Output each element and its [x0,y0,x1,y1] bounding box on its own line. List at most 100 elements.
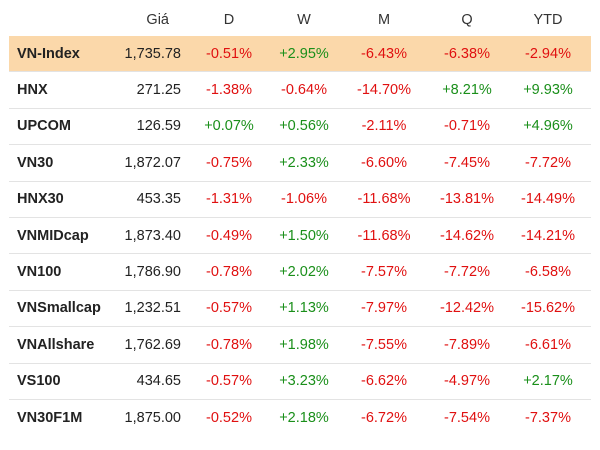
cell-ytd-change: -6.61% [505,326,591,364]
table-row[interactable]: VNAllshare 1,762.69 -0.78% +1.98% -7.55% -7.8… [9,326,591,364]
cell-day-change: -1.31% [189,181,269,218]
cell-day-change: -0.57% [189,363,269,400]
cell-quarter-change: -4.97% [429,363,505,400]
cell-week-change: -1.06% [269,181,339,218]
cell-price: 453.35 [112,181,189,218]
cell-price: 271.25 [112,71,189,109]
cell-ytd-change: -2.94% [505,36,591,73]
cell-price: 126.59 [112,108,189,146]
cell-price: 1,873.40 [112,217,189,255]
cell-index-name[interactable]: HNX [9,71,112,109]
cell-quarter-change: +8.21% [429,71,505,109]
col-header-week[interactable]: W [297,12,311,28]
cell-price: 1,786.90 [112,253,189,291]
table-body: VN-Index 1,735.78 -0.51% +2.95% -6.43% -6.38%… [9,36,591,435]
cell-week-change: +3.23% [269,363,339,400]
cell-day-change: -0.52% [206,409,252,426]
cell-month-change: -6.62% [339,363,429,400]
table-header: Giá D W M Q YTD [9,4,591,36]
cell-index-name[interactable]: VN-Index [9,36,112,73]
table-row[interactable]: VN30 1,872.07 -0.75% +2.33% -6.60% -7.45% -7.7… [9,144,591,182]
cell-day-change: -0.49% [189,217,269,255]
table-row[interactable]: VS100 434.65 -0.57% +3.23% -6.62% -4.97% +2.17… [9,363,591,400]
cell-quarter-change: -0.71% [429,108,505,146]
cell-quarter-change: -7.89% [429,326,505,364]
cell-week-change: +1.13% [269,290,339,328]
cell-ytd-change: +9.93% [505,71,591,109]
cell-ytd-change: -7.72% [505,144,591,182]
cell-month-change: -7.55% [339,326,429,364]
cell-ytd-change: -15.62% [505,290,591,328]
col-header-month[interactable]: M [377,12,391,28]
cell-quarter-change: -7.54% [444,409,490,426]
cell-week-change: +2.95% [269,36,339,73]
cell-day-change: -0.75% [189,144,269,182]
cell-quarter-change: -7.72% [429,253,505,291]
cell-day-change: +0.07% [189,108,269,146]
cell-index-name[interactable]: VNAllshare [9,326,112,364]
cell-month-change: -2.11% [339,108,429,146]
cell-month-change: -6.43% [339,36,429,73]
cell-index-name[interactable]: VN30 [9,144,112,182]
cell-week-change: +2.02% [269,253,339,291]
table-row[interactable]: VN100 1,786.90 -0.78% +2.02% -7.57% -7.72% -6.… [9,253,591,291]
cell-ytd-change: -7.37% [525,409,571,426]
cell-quarter-change: -6.38% [429,36,505,73]
index-performance-table: Giá D W M Q YTD VN-Index 1,735.78 -0.51% +2… [9,4,591,435]
cell-day-change: -0.57% [189,290,269,328]
table-row[interactable]: HNX30 453.35 -1.31% -1.06% -11.68% -13.81% -14… [9,181,591,218]
table-row[interactable]: VN30F1M 1,875.00 -0.52% +2.18% -6.72% -7.54% -… [9,399,591,435]
cell-week-change: +2.18% [279,409,329,426]
table-row[interactable]: VNMIDcap 1,873.40 -0.49% +1.50% -11.68% -14.6… [9,217,591,255]
cell-month-change: -6.60% [339,144,429,182]
cell-price: 1,232.51 [112,290,189,328]
cell-price: 1,872.07 [112,144,189,182]
cell-quarter-change: -13.81% [429,181,505,218]
cell-quarter-change: -12.42% [429,290,505,328]
cell-day-change: -0.51% [189,36,269,73]
cell-month-change: -14.70% [339,71,429,109]
cell-month-change: -7.97% [339,290,429,328]
col-header-name [9,4,112,36]
header-row: Giá D W M Q YTD [9,4,591,36]
cell-quarter-change: -14.62% [429,217,505,255]
cell-day-change: -0.78% [189,326,269,364]
col-header-day[interactable]: D [223,12,235,28]
cell-week-change: -0.64% [269,71,339,109]
cell-index-name[interactable]: UPCOM [9,108,112,146]
cell-price: 1,735.78 [112,36,189,73]
table-row[interactable]: VN-Index 1,735.78 -0.51% +2.95% -6.43% -6.38%… [9,36,591,73]
cell-price: 434.65 [112,363,189,400]
cell-week-change: +1.50% [269,217,339,255]
cell-index-name[interactable]: VNMIDcap [9,217,112,255]
table-row[interactable]: UPCOM 126.59 +0.07% +0.56% -2.11% -0.71% +4.96… [9,108,591,146]
table-row[interactable]: HNX 271.25 -1.38% -0.64% -14.70% +8.21% +9.93% [9,71,591,109]
cell-week-change: +2.33% [269,144,339,182]
cell-quarter-change: -7.45% [429,144,505,182]
cell-day-change: -0.78% [189,253,269,291]
table-row[interactable]: VNSmallcap 1,232.51 -0.57% +1.13% -7.97% -12.… [9,290,591,328]
cell-ytd-change: -6.58% [505,253,591,291]
col-header-quarter[interactable]: Q [461,12,473,28]
cell-ytd-change: -14.21% [505,217,591,255]
cell-ytd-change: -14.49% [505,181,591,218]
cell-index-name[interactable]: VN100 [9,253,112,291]
cell-month-change: -11.68% [339,217,429,255]
cell-month-change: -7.57% [339,253,429,291]
cell-ytd-change: +2.17% [505,363,591,400]
cell-index-name[interactable]: VNSmallcap [9,290,112,328]
cell-month-change: -6.72% [361,409,407,426]
col-header-price[interactable]: Giá [146,12,169,28]
cell-week-change: +0.56% [269,108,339,146]
col-header-ytd[interactable]: YTD [533,12,563,28]
cell-price: 1,875.00 [124,409,181,426]
cell-index-name[interactable]: VS100 [9,363,112,400]
cell-month-change: -11.68% [339,181,429,218]
cell-day-change: -1.38% [189,71,269,109]
cell-ytd-change: +4.96% [505,108,591,146]
cell-index-name[interactable]: VN30F1M [17,409,83,426]
cell-index-name[interactable]: HNX30 [9,181,112,218]
cell-price: 1,762.69 [112,326,189,364]
cell-week-change: +1.98% [269,326,339,364]
